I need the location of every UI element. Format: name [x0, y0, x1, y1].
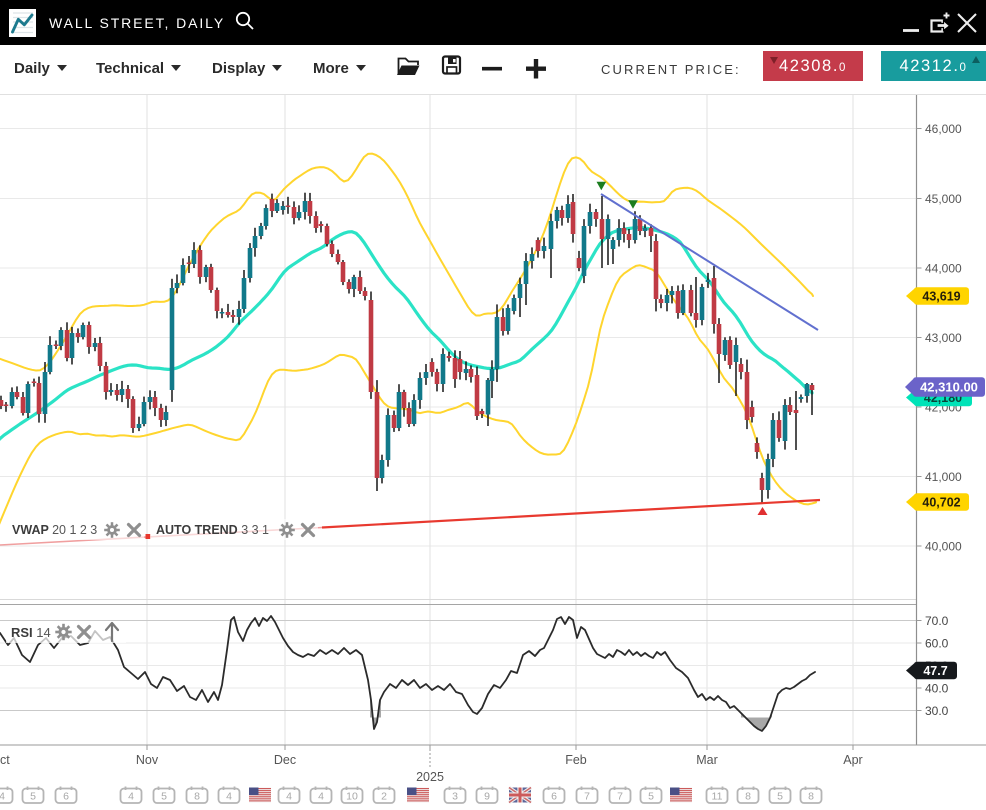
svg-text:8: 8	[745, 791, 751, 803]
svg-text:46,000: 46,000	[925, 122, 962, 136]
svg-text:5: 5	[161, 791, 167, 803]
svg-text:6: 6	[551, 791, 557, 803]
svg-text:40,000: 40,000	[925, 540, 962, 554]
svg-text:Apr: Apr	[843, 753, 862, 767]
svg-text:40,702: 40,702	[922, 495, 960, 509]
svg-text:4: 4	[318, 791, 324, 803]
svg-text:RSI 14: RSI 14	[11, 625, 51, 640]
svg-text:43,619: 43,619	[922, 289, 960, 303]
svg-text:4: 4	[0, 791, 5, 803]
svg-text:40.0: 40.0	[925, 682, 949, 696]
svg-text:VWAP 20 1 2 3: VWAP 20 1 2 3	[12, 523, 97, 537]
svg-text:41,000: 41,000	[925, 470, 962, 484]
svg-text:11: 11	[712, 791, 723, 803]
svg-text:Nov: Nov	[136, 753, 159, 767]
svg-text:Mar: Mar	[696, 753, 718, 767]
svg-text:70.0: 70.0	[925, 614, 949, 628]
svg-text:Dec: Dec	[274, 753, 296, 767]
svg-text:7: 7	[584, 791, 590, 803]
svg-text:5: 5	[30, 791, 36, 803]
svg-text:AUTO TREND 3 3 1: AUTO TREND 3 3 1	[156, 523, 269, 537]
svg-text:42,310.00: 42,310.00	[920, 379, 978, 394]
svg-text:Oct: Oct	[0, 753, 10, 767]
svg-text:6: 6	[63, 791, 69, 803]
svg-text:7: 7	[617, 791, 623, 803]
svg-text:2: 2	[381, 791, 387, 803]
svg-text:4: 4	[128, 791, 134, 803]
svg-text:9: 9	[484, 791, 490, 803]
svg-text:43,000: 43,000	[925, 331, 962, 345]
svg-text:2025: 2025	[416, 770, 444, 784]
svg-text:8: 8	[194, 791, 200, 803]
svg-text:10: 10	[346, 791, 358, 803]
svg-text:47.7: 47.7	[923, 664, 947, 678]
svg-text:45,000: 45,000	[925, 192, 962, 206]
svg-text:4: 4	[286, 791, 292, 803]
svg-text:3: 3	[452, 791, 458, 803]
svg-text:5: 5	[648, 791, 654, 803]
svg-text:60.0: 60.0	[925, 637, 949, 651]
svg-text:Feb: Feb	[565, 753, 587, 767]
svg-text:4: 4	[226, 791, 232, 803]
svg-text:5: 5	[777, 791, 783, 803]
svg-text:8: 8	[808, 791, 814, 803]
svg-text:30.0: 30.0	[925, 704, 949, 718]
svg-text:44,000: 44,000	[925, 262, 962, 276]
